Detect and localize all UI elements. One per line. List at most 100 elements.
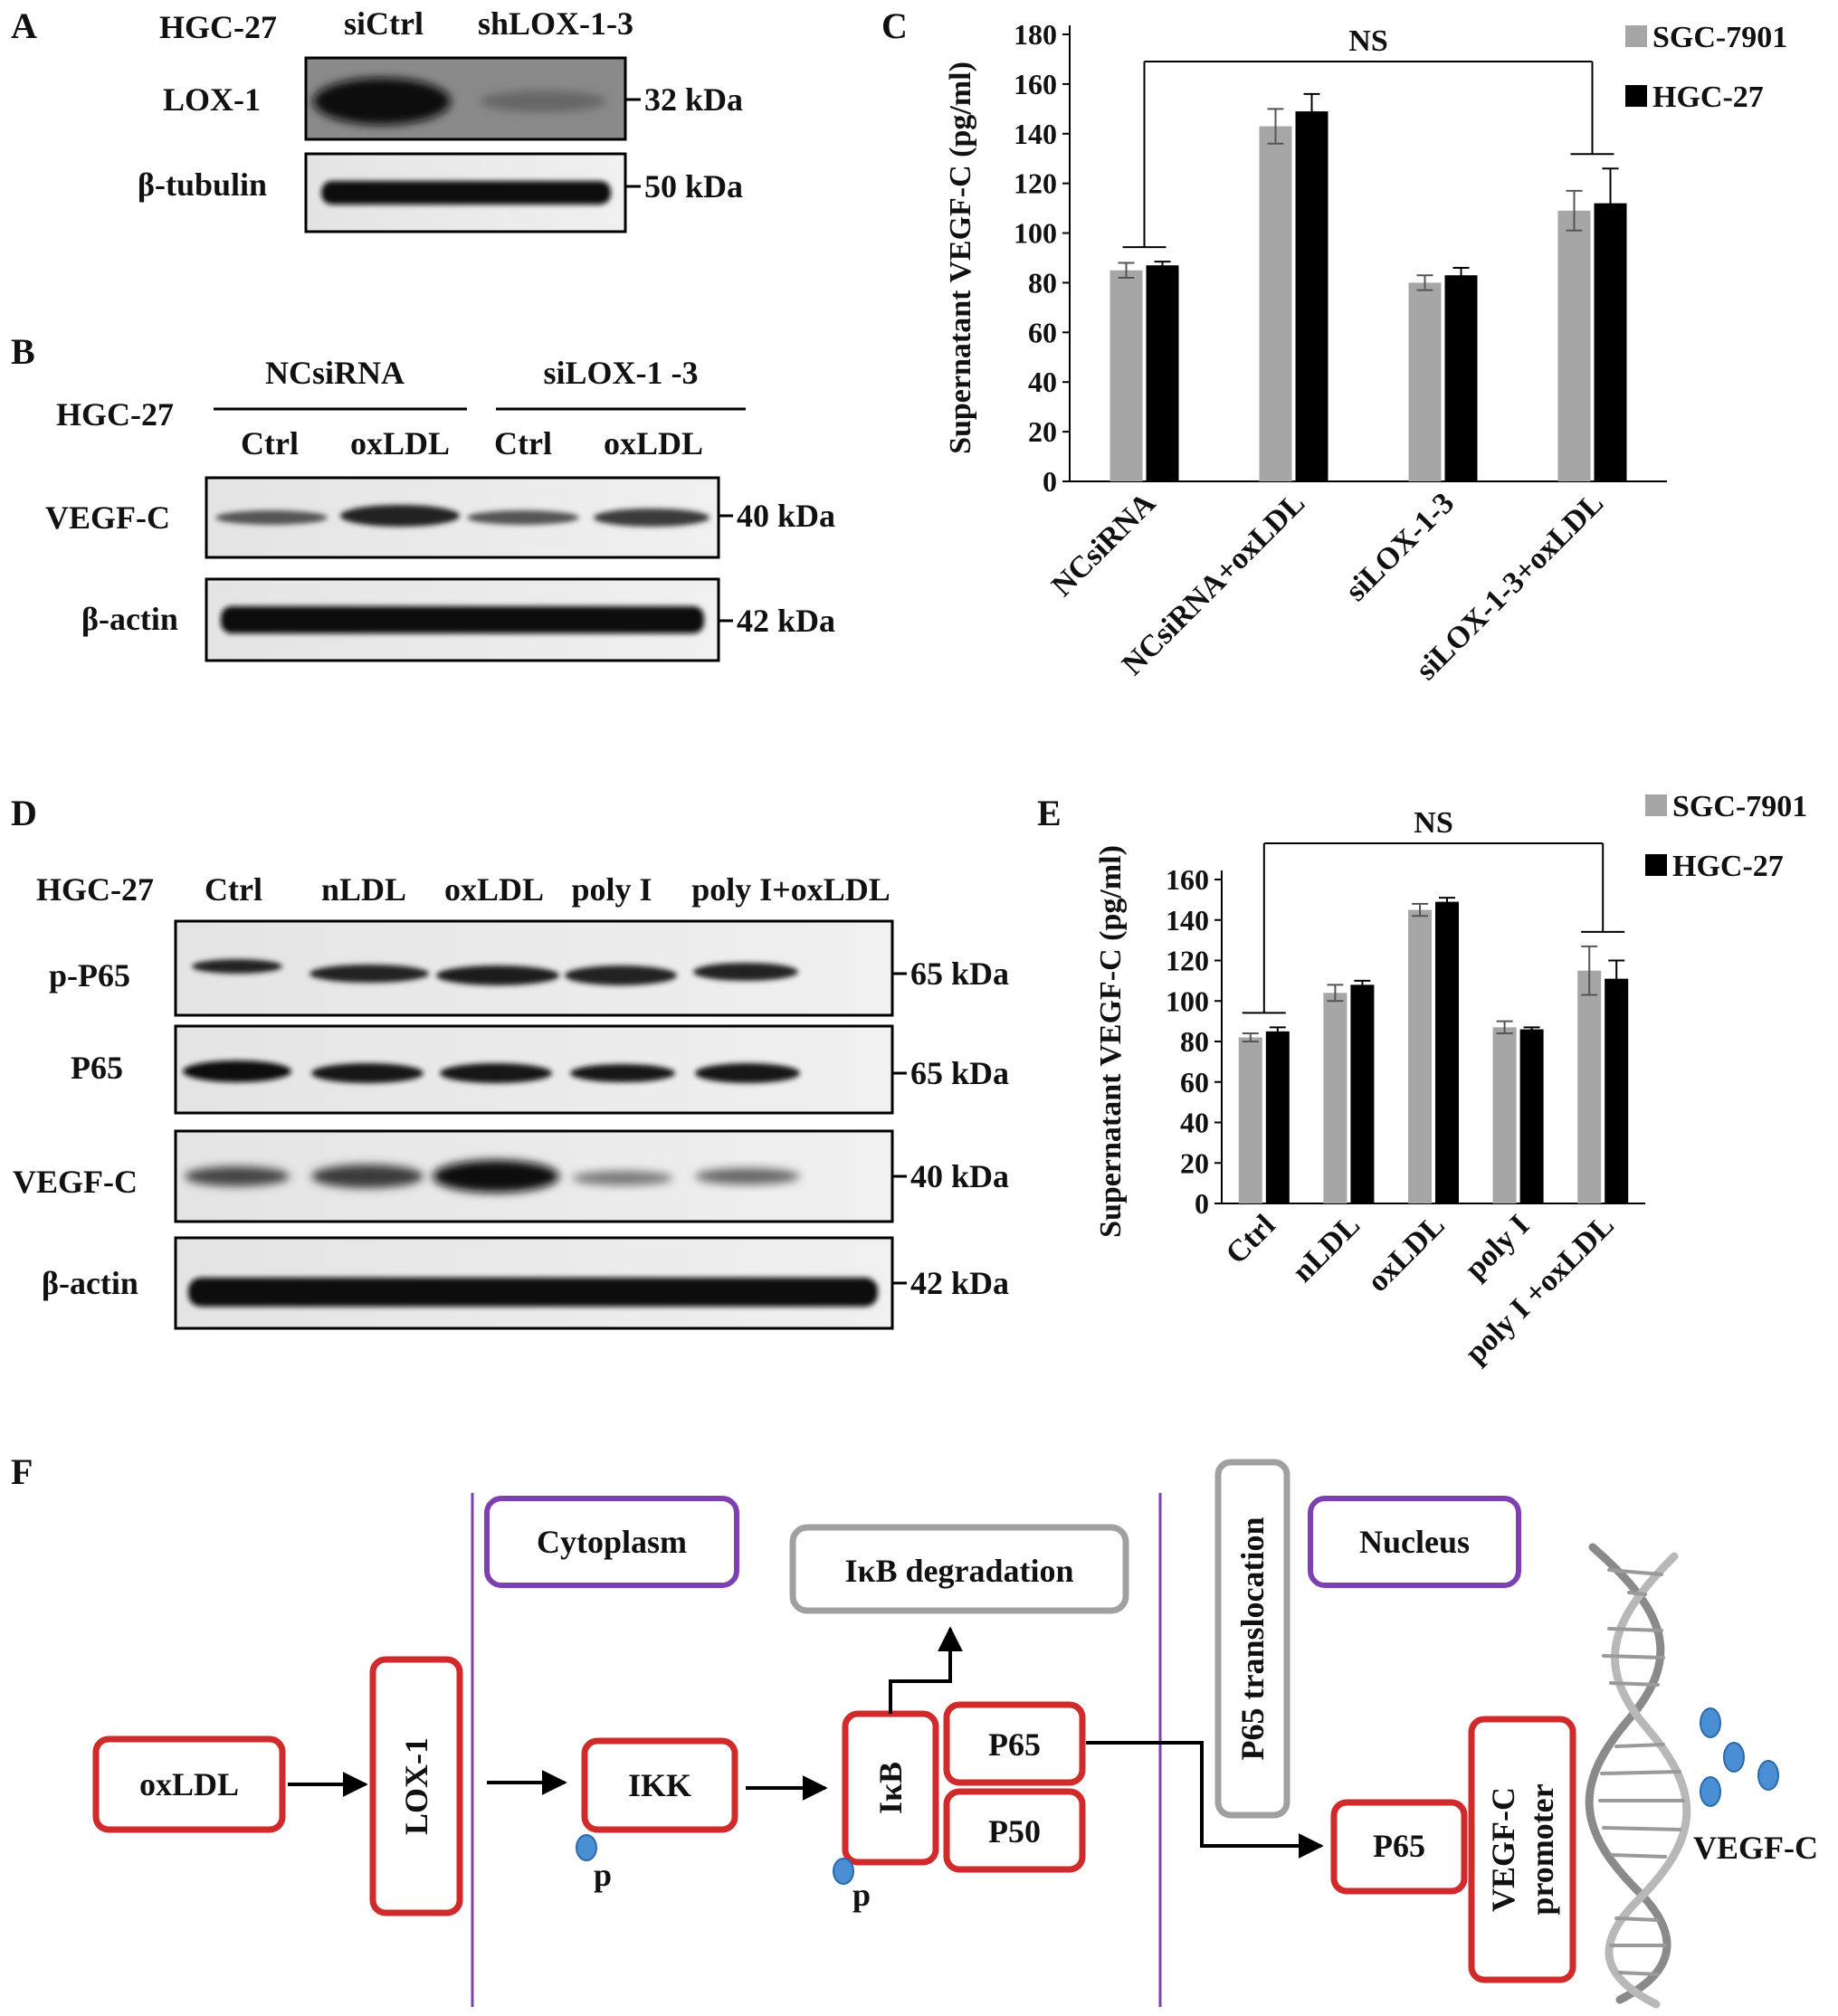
panel-d-cell-line: HGC-27 (36, 871, 154, 908)
blot-band (594, 509, 709, 527)
p65-translocation-label: P65 translocation (1234, 1517, 1271, 1761)
legend-label: SGC-7901 (1672, 790, 1807, 823)
legend-label: SGC-7901 (1652, 21, 1787, 54)
p50-node (943, 1788, 1086, 1873)
vegfc-molecule-icon (1723, 1742, 1745, 1773)
phosphate-dot (576, 1834, 597, 1861)
nucleus-box (1308, 1496, 1521, 1588)
dna-helix-icon (1585, 1543, 1691, 2009)
panel-b-lane-label: Ctrl (241, 425, 299, 461)
cytoplasm-label: Cytoplasm (537, 1524, 687, 1560)
vegfc-molecule-icon (1700, 1707, 1721, 1738)
panel-d-row-label: P65 (71, 1050, 123, 1086)
blot-band (321, 181, 611, 204)
bar (1435, 901, 1459, 1203)
x-tick-label: Ctrl (1220, 1208, 1282, 1270)
vegfc-molecule-icon (1757, 1760, 1779, 1791)
significance-label: NS (1414, 806, 1452, 840)
panel-e-letter: E (1037, 793, 1062, 833)
phosphate-dot (833, 1858, 854, 1885)
phospho-label: p (852, 1877, 871, 1913)
panel-a-size: 50 kDa (644, 168, 743, 204)
legend-swatch (1625, 85, 1647, 107)
panel-a: A HGC-27 siCtrl shLOX-1-3 LOX-1 β-tubuli… (11, 5, 743, 233)
blot-band (695, 1168, 800, 1184)
oxldl-node (92, 1735, 286, 1833)
panel-b-lane-label: oxLDL (604, 425, 703, 461)
legend-swatch (1645, 854, 1667, 876)
arrow (1086, 1741, 1324, 1859)
panel-a-lane-label: siCtrl (344, 5, 424, 42)
bar (1146, 265, 1179, 481)
ikk-label: IKK (628, 1767, 691, 1803)
panel-a-row-label: LOX-1 (163, 81, 261, 118)
ikb-label: IκB (872, 1762, 909, 1814)
panel-b-group: NCsiRNA (265, 355, 405, 391)
panel-d-lane-label: poly I+oxLDL (691, 871, 890, 908)
y-tick-label: 80 (1028, 266, 1057, 299)
panel-b: B NCsiRNA siLOX-1 -3 HGC-27 Ctrl oxLDL C… (11, 331, 835, 662)
y-tick-label: 40 (1028, 366, 1057, 398)
chart-e: E 0 20 40 60 80 100 120 140 160 Supernatant VEGF-… (1037, 790, 1807, 1370)
oxldl-label: oxLDL (139, 1766, 239, 1802)
panel-d-size: 42 kDa (910, 1265, 1009, 1301)
nucleus-label: Nucleus (1359, 1524, 1470, 1560)
p65-label: P65 (988, 1726, 1041, 1763)
significance-label: NS (1348, 24, 1387, 58)
y-tick-label: 80 (1180, 1025, 1209, 1058)
panel-d-lane-label: oxLDL (444, 871, 544, 908)
bar (1109, 270, 1143, 481)
x-tick-label: poly I (1459, 1208, 1537, 1286)
y-tick-label: 120 (1166, 945, 1209, 977)
p65-node (943, 1701, 1086, 1786)
y-axis-label: Supernatant VEGF-C (pg/ml) (944, 62, 977, 454)
x-tick-label: poly I +oxLDL (1459, 1208, 1621, 1370)
y-tick-label: 40 (1180, 1107, 1209, 1139)
legend-swatch (1625, 25, 1647, 47)
y-tick-label: 100 (1014, 217, 1057, 250)
panel-d-lane-label: Ctrl (205, 871, 262, 908)
blot-band (433, 1160, 559, 1193)
blot-band (311, 1063, 424, 1083)
x-tick-label: siLOX-1-3 (1339, 486, 1461, 607)
bar (1408, 282, 1442, 481)
panel-a-row-label: β-tubulin (138, 166, 267, 203)
chart-c: C 0 20 40 60 80 100 120 140 160 180 Supernatant VE… (881, 5, 1787, 687)
blot-band (436, 965, 559, 985)
blot-band (183, 1060, 291, 1082)
blot-band (480, 90, 606, 112)
lox1-node (369, 1656, 463, 1916)
blot-band (695, 1063, 800, 1083)
blot-band (310, 965, 429, 983)
bar (1259, 126, 1292, 482)
panel-d-lane-label: nLDL (321, 871, 406, 908)
panel-b-cell-line: HGC-27 (56, 396, 174, 433)
bar (1350, 984, 1375, 1203)
legend-label: HGC-27 (1652, 81, 1764, 114)
y-tick-label: 0 (1195, 1187, 1209, 1220)
blot-band (693, 963, 798, 981)
blot-band (188, 1278, 878, 1307)
y-tick-label: 140 (1014, 118, 1057, 150)
ikk-node (581, 1737, 738, 1833)
legend-label: HGC-27 (1672, 850, 1784, 883)
blot-band (467, 510, 579, 525)
p65-translocation-box (1214, 1459, 1290, 1819)
panel-c-letter: C (881, 5, 908, 46)
bar (1519, 1029, 1544, 1203)
y-tick-label: 100 (1166, 984, 1209, 1017)
bar (1594, 203, 1627, 481)
bar (1492, 1027, 1517, 1203)
x-tick-label: NCsiRNA (1045, 486, 1162, 603)
arrow (889, 1626, 963, 1714)
ikb-degradation-box (789, 1524, 1129, 1614)
panel-d-size: 65 kDa (910, 1055, 1009, 1091)
panel-b-lane-label: Ctrl (494, 425, 552, 461)
panel-b-size: 42 kDa (737, 603, 835, 639)
panel-d-size: 65 kDa (910, 956, 1009, 992)
blot-band (215, 510, 328, 525)
panel-d-size: 40 kDa (910, 1158, 1009, 1194)
y-tick-label: 160 (1166, 863, 1209, 896)
y-tick-label: 140 (1166, 904, 1209, 937)
